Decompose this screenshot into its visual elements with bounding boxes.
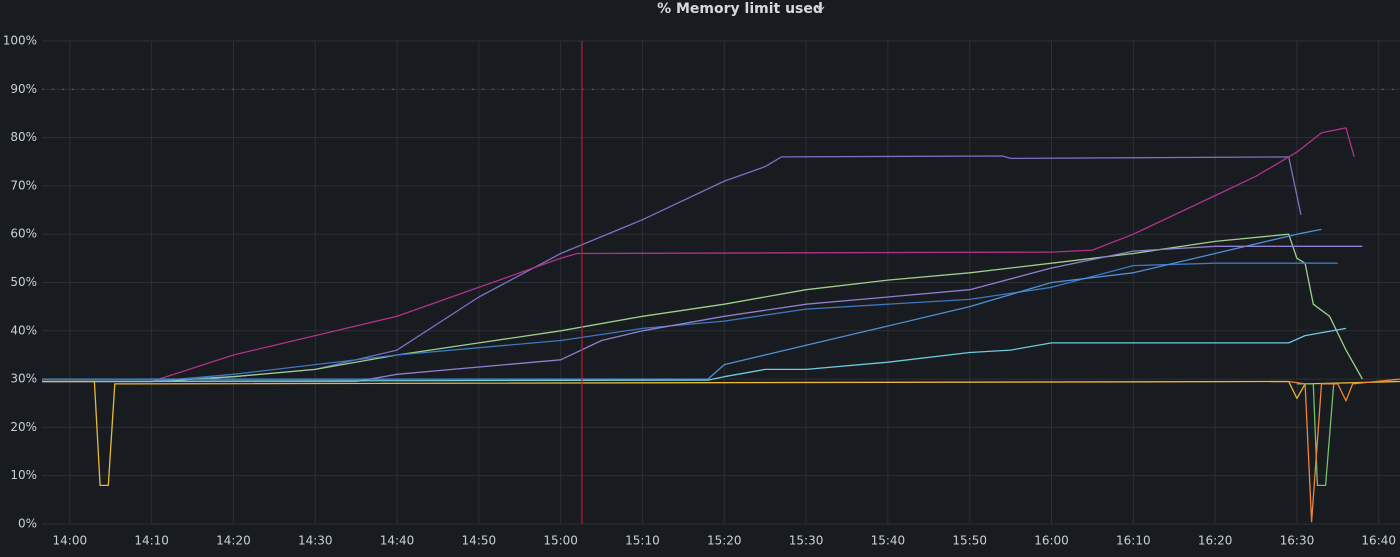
x-tick-label: 14:20 (216, 534, 251, 548)
y-tick-label: 90% (10, 82, 37, 96)
y-tick-label: 10% (10, 468, 37, 482)
y-tick-label: 0% (18, 517, 37, 531)
x-tick-label: 15:10 (625, 534, 660, 548)
y-tick-label: 100% (3, 34, 37, 48)
series-line (42, 127, 1355, 383)
x-tick-label: 16:00 (1034, 534, 1069, 548)
x-tick-label: 16:40 (1361, 534, 1396, 548)
series-line (42, 380, 1400, 487)
y-tick-label: 80% (10, 130, 37, 144)
x-tick-label: 15:30 (789, 534, 824, 548)
x-tick-label: 15:40 (871, 534, 906, 548)
chart-title[interactable]: % Memory limit used (657, 1, 823, 17)
y-tick-label: 40% (10, 323, 37, 337)
x-tick-label: 16:20 (1198, 534, 1233, 548)
x-tick-label: 15:50 (952, 534, 987, 548)
y-tick-label: 20% (10, 420, 37, 434)
axis-labels: 0% 10% 20% 30% 40% 50% 60% 70% 80% 90% 100% 14:00 14… (3, 34, 1396, 548)
x-tick-label: 14:10 (134, 534, 169, 548)
series-line (42, 233, 1363, 383)
series-line (42, 228, 1322, 380)
series-line (41, 327, 1347, 383)
x-tick-label: 16:30 (1280, 534, 1315, 548)
x-tick-label: 16:10 (1116, 534, 1151, 548)
x-tick-label: 15:00 (543, 534, 578, 548)
x-tick-label: 14:50 (462, 534, 497, 548)
title-menu-chevron[interactable] (816, 6, 825, 12)
x-tick-label: 14:00 (53, 534, 88, 548)
series-line (42, 245, 1363, 383)
series-line (42, 262, 1338, 383)
x-tick-label: 14:40 (380, 534, 415, 548)
y-tick-label: 30% (10, 372, 37, 386)
y-tick-label: 60% (10, 227, 37, 241)
y-tick-label: 50% (10, 275, 37, 289)
y-tick-label: 70% (10, 178, 37, 192)
series-line (1288, 378, 1400, 523)
grid (42, 40, 1400, 525)
series-lines (41, 41, 1400, 524)
x-tick-label: 15:20 (707, 534, 742, 548)
series-line (1296, 383, 1335, 487)
x-tick-label: 14:30 (298, 534, 333, 548)
series-line (42, 155, 1302, 383)
